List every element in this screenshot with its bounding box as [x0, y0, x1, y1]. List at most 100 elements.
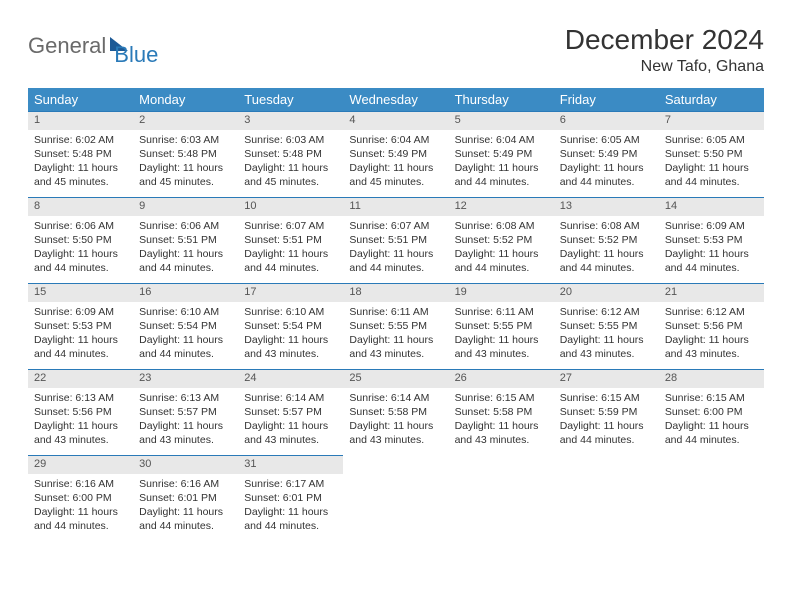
sunrise-line: Sunrise: 6:15 AM: [665, 391, 758, 405]
day-content-cell: Sunrise: 6:03 AMSunset: 5:48 PMDaylight:…: [238, 130, 343, 198]
daylight-line: Daylight: 11 hours and 43 minutes.: [244, 419, 337, 447]
day-content-row: Sunrise: 6:16 AMSunset: 6:00 PMDaylight:…: [28, 474, 764, 542]
sunset-line: Sunset: 5:51 PM: [244, 233, 337, 247]
daylight-line: Daylight: 11 hours and 44 minutes.: [560, 419, 653, 447]
page-title: December 2024: [565, 24, 764, 56]
sunset-line: Sunset: 5:49 PM: [560, 147, 653, 161]
daylight-line: Daylight: 11 hours and 43 minutes.: [349, 419, 442, 447]
sunrise-line: Sunrise: 6:15 AM: [560, 391, 653, 405]
sunrise-line: Sunrise: 6:16 AM: [139, 477, 232, 491]
weekday-header: Saturday: [659, 88, 764, 112]
day-number-cell: 27: [554, 370, 659, 388]
sunrise-line: Sunrise: 6:09 AM: [665, 219, 758, 233]
daylight-line: Daylight: 11 hours and 43 minutes.: [665, 333, 758, 361]
daylight-line: Daylight: 11 hours and 44 minutes.: [349, 247, 442, 275]
sunrise-line: Sunrise: 6:16 AM: [34, 477, 127, 491]
day-number-cell: 6: [554, 112, 659, 130]
day-content-cell: Sunrise: 6:15 AMSunset: 5:59 PMDaylight:…: [554, 388, 659, 456]
daylight-line: Daylight: 11 hours and 43 minutes.: [560, 333, 653, 361]
daylight-line: Daylight: 11 hours and 44 minutes.: [665, 419, 758, 447]
sunrise-line: Sunrise: 6:14 AM: [244, 391, 337, 405]
sunset-line: Sunset: 5:57 PM: [244, 405, 337, 419]
day-number-cell: 2: [133, 112, 238, 130]
sunrise-line: Sunrise: 6:03 AM: [244, 133, 337, 147]
sunrise-line: Sunrise: 6:10 AM: [139, 305, 232, 319]
sunrise-line: Sunrise: 6:05 AM: [665, 133, 758, 147]
sunset-line: Sunset: 5:58 PM: [455, 405, 548, 419]
day-content-cell: Sunrise: 6:05 AMSunset: 5:49 PMDaylight:…: [554, 130, 659, 198]
day-content-cell: Sunrise: 6:07 AMSunset: 5:51 PMDaylight:…: [238, 216, 343, 284]
sunset-line: Sunset: 5:50 PM: [665, 147, 758, 161]
calendar-header-row: SundayMondayTuesdayWednesdayThursdayFrid…: [28, 88, 764, 112]
day-content-cell: Sunrise: 6:04 AMSunset: 5:49 PMDaylight:…: [343, 130, 448, 198]
title-block: December 2024 New Tafo, Ghana: [565, 24, 764, 76]
day-number-cell: 11: [343, 198, 448, 216]
day-number-row: 1234567: [28, 112, 764, 130]
logo: General Blue: [28, 24, 158, 68]
logo-text-blue: Blue: [114, 42, 158, 68]
sunset-line: Sunset: 5:54 PM: [244, 319, 337, 333]
sunrise-line: Sunrise: 6:11 AM: [349, 305, 442, 319]
sunset-line: Sunset: 5:56 PM: [34, 405, 127, 419]
day-number-cell: 5: [449, 112, 554, 130]
day-number-cell: 15: [28, 284, 133, 302]
day-number-cell: 14: [659, 198, 764, 216]
day-number-cell: 17: [238, 284, 343, 302]
weekday-header: Wednesday: [343, 88, 448, 112]
day-content-cell: Sunrise: 6:13 AMSunset: 5:56 PMDaylight:…: [28, 388, 133, 456]
daylight-line: Daylight: 11 hours and 44 minutes.: [139, 247, 232, 275]
weekday-header: Monday: [133, 88, 238, 112]
sunset-line: Sunset: 5:55 PM: [560, 319, 653, 333]
day-number-cell: 16: [133, 284, 238, 302]
location-subtitle: New Tafo, Ghana: [565, 58, 764, 76]
day-content-row: Sunrise: 6:06 AMSunset: 5:50 PM Daylight:…: [28, 216, 764, 284]
daylight-line: Daylight: 11 hours and 43 minutes.: [244, 333, 337, 361]
day-content-row: Sunrise: 6:02 AMSunset: 5:48 PMDaylight:…: [28, 130, 764, 198]
day-number-cell: [659, 456, 764, 474]
sunrise-line: Sunrise: 6:12 AM: [665, 305, 758, 319]
sunset-line: Sunset: 6:01 PM: [244, 491, 337, 505]
sunrise-line: Sunrise: 6:17 AM: [244, 477, 337, 491]
sunset-line: Sunset: 5:49 PM: [349, 147, 442, 161]
sunrise-line: Sunrise: 6:08 AM: [560, 219, 653, 233]
day-content-cell: Sunrise: 6:15 AMSunset: 5:58 PMDaylight:…: [449, 388, 554, 456]
sunset-line: Sunset: 5:48 PM: [244, 147, 337, 161]
day-number-cell: 22: [28, 370, 133, 388]
weekday-header: Sunday: [28, 88, 133, 112]
daylight-line: Daylight: 11 hours and 45 minutes.: [139, 161, 232, 189]
day-number-cell: 12: [449, 198, 554, 216]
daylight-line: Daylight: 11 hours and 44 minutes.: [34, 505, 127, 533]
sunrise-line: Sunrise: 6:05 AM: [560, 133, 653, 147]
daylight-line: Daylight: 11 hours and 44 minutes.: [665, 161, 758, 189]
sunset-line: Sunset: 5:54 PM: [139, 319, 232, 333]
sunset-line: Sunset: 5:50 PM: [34, 233, 127, 247]
day-number-row: 22232425262728: [28, 370, 764, 388]
sunrise-line: Sunrise: 6:02 AM: [34, 133, 127, 147]
day-content-cell: Sunrise: 6:02 AMSunset: 5:48 PMDaylight:…: [28, 130, 133, 198]
sunrise-line: Sunrise: 6:09 AM: [34, 305, 127, 319]
day-content-cell: [659, 474, 764, 542]
day-content-cell: Sunrise: 6:12 AMSunset: 5:55 PMDaylight:…: [554, 302, 659, 370]
day-number-row: 15161718192021: [28, 284, 764, 302]
day-number-cell: 21: [659, 284, 764, 302]
daylight-line: Daylight: 11 hours and 44 minutes.: [244, 505, 337, 533]
sunrise-line: Sunrise: 6:04 AM: [349, 133, 442, 147]
daylight-line: Daylight: 11 hours and 44 minutes.: [560, 247, 653, 275]
day-content-cell: Sunrise: 6:14 AMSunset: 5:57 PMDaylight:…: [238, 388, 343, 456]
day-content-cell: [554, 474, 659, 542]
day-content-cell: [449, 474, 554, 542]
day-content-cell: Sunrise: 6:13 AMSunset: 5:57 PMDaylight:…: [133, 388, 238, 456]
sunset-line: Sunset: 5:53 PM: [34, 319, 127, 333]
sunrise-line: Sunrise: 6:06 AM: [34, 219, 127, 233]
daylight-line: Daylight: 11 hours and 44 minutes.: [244, 247, 337, 275]
daylight-line: Daylight: 11 hours and 45 minutes.: [244, 161, 337, 189]
day-number-cell: 18: [343, 284, 448, 302]
day-content-cell: Sunrise: 6:06 AMSunset: 5:50 PMDaylight:…: [28, 216, 133, 284]
day-number-cell: 3: [238, 112, 343, 130]
sunrise-line: Sunrise: 6:07 AM: [244, 219, 337, 233]
sunrise-line: Sunrise: 6:14 AM: [349, 391, 442, 405]
sunrise-line: Sunrise: 6:13 AM: [34, 391, 127, 405]
day-content-cell: Sunrise: 6:08 AMSunset: 5:52 PMDaylight:…: [554, 216, 659, 284]
day-content-cell: Sunrise: 6:11 AMSunset: 5:55 PMDaylight:…: [343, 302, 448, 370]
day-content-cell: [343, 474, 448, 542]
